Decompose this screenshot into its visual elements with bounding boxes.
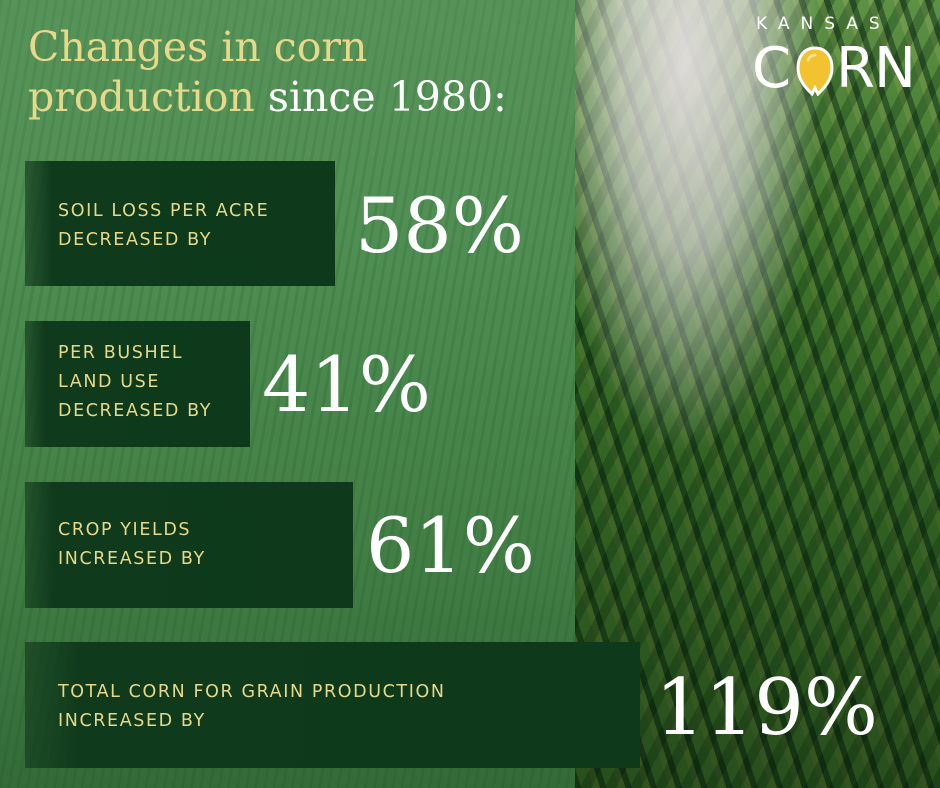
stat-label: CROP YIELDS INCREASED BY — [58, 520, 206, 569]
stat-label: PER BUSHEL LAND USE DECREASED BY — [58, 343, 213, 421]
stat-value: 61% — [366, 501, 535, 590]
page-title: Changes in corn production since 1980: — [28, 22, 568, 122]
stat-label: SOIL LOSS PER ACRE DECREASED BY — [58, 201, 270, 250]
corn-kernel-icon — [796, 46, 834, 96]
stat-box-soil-loss: SOIL LOSS PER ACRE DECREASED BY — [25, 161, 335, 286]
stat-value: 119% — [655, 663, 878, 753]
stat-box-crop-yields: CROP YIELDS INCREASED BY — [25, 482, 353, 608]
stat-label: TOTAL CORN FOR GRAIN PRODUCTION INCREASE… — [58, 682, 446, 731]
stat-box-total-production: TOTAL CORN FOR GRAIN PRODUCTION INCREASE… — [25, 642, 640, 768]
title-accent: Changes in corn production — [28, 23, 368, 121]
logo-top-text: KANSAS — [756, 14, 891, 34]
stat-value: 58% — [355, 181, 524, 270]
logo-wordmark: C R N — [752, 36, 922, 106]
title-rest: since 1980: — [267, 73, 507, 121]
stat-box-land-use: PER BUSHEL LAND USE DECREASED BY — [25, 321, 250, 447]
logo-letter: R — [836, 36, 875, 101]
logo-letter: C — [752, 36, 792, 101]
stat-value: 41% — [262, 340, 431, 429]
logo-letter: N — [874, 36, 916, 101]
kansas-corn-logo: KANSAS C R N — [752, 12, 922, 102]
